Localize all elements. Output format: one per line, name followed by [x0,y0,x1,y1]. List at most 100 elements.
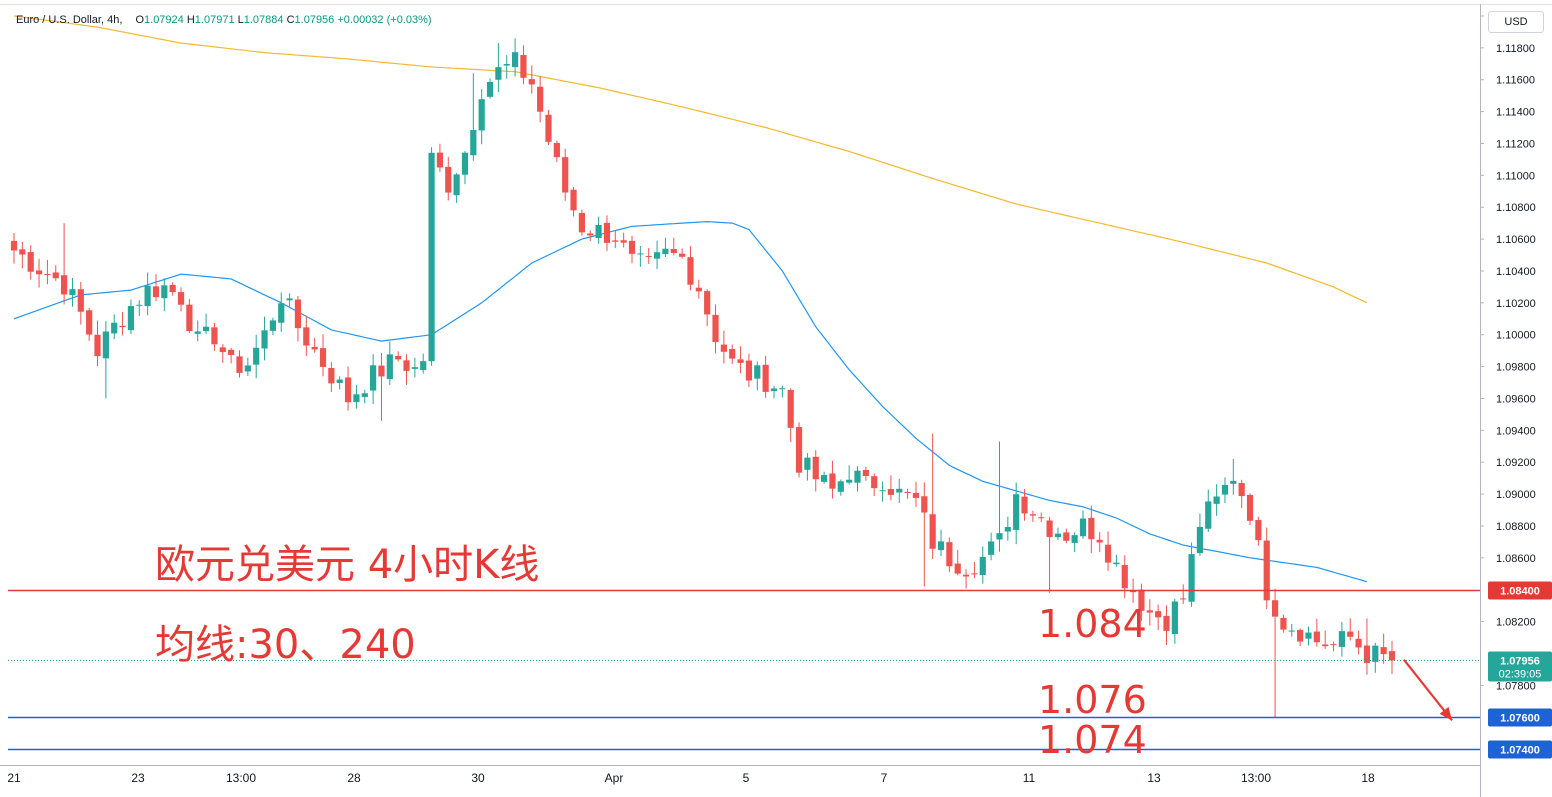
candle-body [679,253,686,257]
candle [687,246,694,291]
candle [261,316,268,361]
candle-body [1063,532,1070,541]
candle [954,549,961,576]
candle [1297,628,1304,647]
candle [754,361,761,391]
candle-body [428,152,435,362]
candle-body [152,286,160,298]
candle [770,385,778,399]
candle-body [1297,629,1304,642]
candle-body [695,287,702,292]
price-tick-label: 1.08600 [1496,553,1536,565]
candle [595,216,602,244]
candle [219,344,226,363]
candle [102,321,109,399]
candle-body [161,285,168,299]
candle [370,354,377,404]
price-tick-label: 1.10600 [1496,234,1536,246]
candle [278,292,285,332]
candle [612,230,619,248]
candle [912,481,920,507]
candle-body [478,99,485,131]
candle [211,322,218,351]
annotation-title[interactable]: 欧元兑美元 4小时K线 [155,542,540,588]
candle-body [720,344,727,352]
candle-body [336,379,343,383]
horizontal-level-lines[interactable]: 1.08400 1.07600 1.07400 [8,581,1552,759]
candle [1221,477,1229,504]
time-tick-label: 18 [1361,771,1375,785]
currency-button[interactable]: USD [1488,11,1544,33]
candle [879,481,886,502]
candle [1263,527,1270,609]
candle-body [570,189,577,211]
candle-body [1180,598,1187,600]
time-tick-label: 5 [743,771,750,785]
candle-body [27,252,34,272]
candle [937,529,945,557]
ma30-path [13,220,1368,583]
price-tick-label: 1.10400 [1496,266,1536,278]
candle-body [52,272,59,279]
candle-body [111,322,118,334]
candle-body [1221,484,1229,495]
candle [712,304,719,354]
candle-body [353,394,360,403]
annotation-level-1076[interactable]: 1.076 [1038,678,1147,722]
annotation-ma-note[interactable]: 均线:30、240 [155,622,416,668]
time-axis[interactable]: 21 23 13:00 28 30 Apr 5 7 11 13 13:00 18 [7,771,1375,785]
time-tick-label: 23 [131,771,145,785]
candle [1163,605,1170,645]
candle [653,240,661,270]
annotation-level-1074[interactable]: 1.074 [1038,718,1147,762]
candle-body [770,388,778,392]
ma240-path [13,15,1368,304]
candle-body [578,213,586,233]
candle [1280,614,1287,633]
candle [1205,489,1212,533]
candlestick-series[interactable] [10,38,1396,718]
candle-body [971,573,978,575]
candle-body [253,347,260,365]
countdown-label: 02:39:05 [1499,669,1542,681]
candle-body [19,249,26,255]
candle-body [328,367,335,384]
candle-body [1088,517,1095,540]
candle [228,347,235,364]
level-price-tag [1488,581,1552,600]
candle-body [704,291,711,315]
candle-body [712,314,719,342]
price-tick-label: 1.11800 [1496,43,1535,55]
candle [562,148,569,201]
candle [804,453,811,481]
candle [1088,505,1095,553]
candle [111,314,118,340]
annotation-level-1084[interactable]: 1.084 [1038,602,1147,646]
candle [720,330,727,364]
candle-body [762,364,769,392]
candle [69,278,76,307]
price-axis[interactable]: 1.120001.118001.116001.114001.112001.110… [1480,11,1552,692]
candle-body [520,54,527,78]
time-tick-label: 30 [471,771,485,785]
candle-body [1188,554,1195,602]
candle [962,569,970,589]
time-tick-label: 13 [1147,771,1161,785]
candle-body [44,274,51,276]
candle-body [1238,483,1245,497]
down-arrow-icon[interactable] [1403,659,1453,722]
candle [1171,598,1178,644]
candle-body [244,365,251,372]
candle [269,317,276,336]
candle-body [745,360,753,381]
candle-body [69,289,76,296]
candle-body [812,456,819,480]
candle [144,272,151,316]
open-value: 1.07924 [144,14,184,26]
candle [1196,513,1204,556]
candle [511,38,519,77]
candle-body [737,359,744,363]
candle-body [219,347,226,353]
candle-body [1071,535,1078,543]
